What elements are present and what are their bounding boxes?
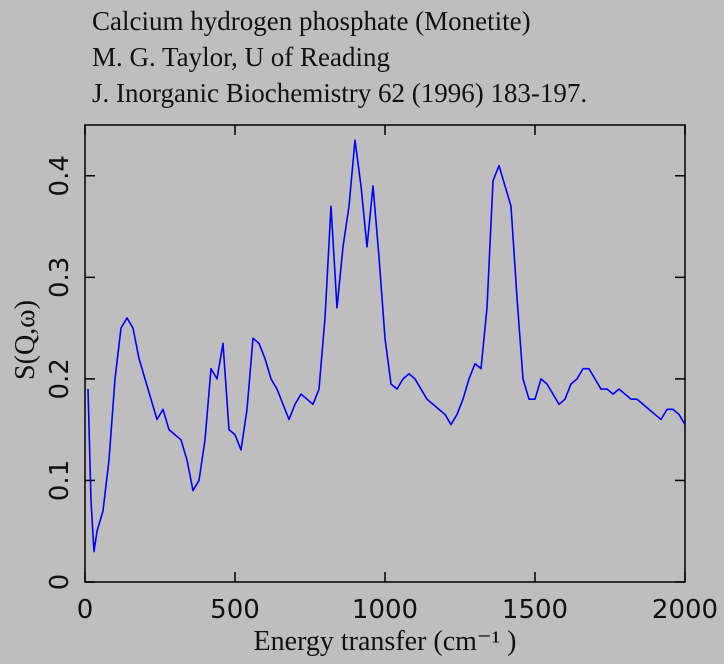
y-axis-label: S(Q,ω) <box>10 300 41 380</box>
y-tick-label: 0 <box>45 574 75 591</box>
y-tick-label: 0.1 <box>45 460 75 501</box>
x-tick-label: 1500 <box>502 595 568 625</box>
data-line <box>87 139 686 553</box>
x-tick-label: 2000 <box>652 595 718 625</box>
chart-subtitle: M. G. Taylor, U of Reading <box>92 42 390 72</box>
chart-subtitle: J. Inorganic Biochemistry 62 (1996) 183-… <box>92 78 587 108</box>
y-tick-label: 0.2 <box>45 358 75 399</box>
x-axis-label: Energy transfer (cm⁻¹ ) <box>254 626 517 657</box>
x-tick-label: 0 <box>77 595 94 625</box>
y-tick-label: 0.3 <box>45 257 75 298</box>
chart-title: Calcium hydrogen phosphate (Monetite) <box>92 6 531 36</box>
y-tick-label: 0.4 <box>45 155 75 196</box>
x-tick-label: 1000 <box>352 595 418 625</box>
x-tick-label: 500 <box>210 595 260 625</box>
